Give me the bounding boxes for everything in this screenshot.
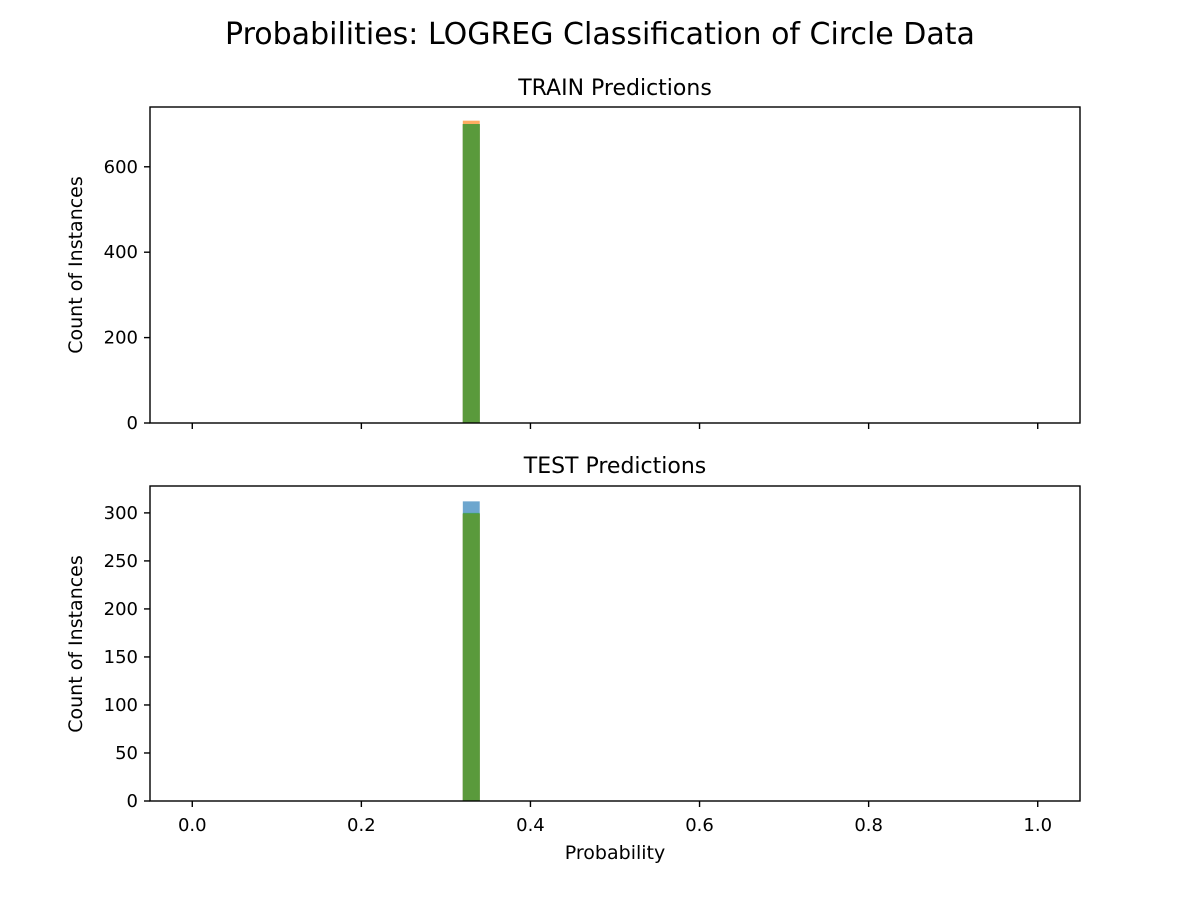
test-axes-title: TEST Predictions [523,454,707,479]
train-ticks: 0 200 400 600 [104,157,1039,434]
train-y-tick-label: 600 [104,157,138,178]
test-ticks: 0.0 0.2 0.4 0.6 0.8 1.0 0 50 100 150 200 250 300 [104,503,1052,836]
test-y-tick-label: 250 [104,551,138,572]
test-y-tick-label: 100 [104,695,138,716]
test-x-tick-label: 0.8 [854,815,883,836]
train-plot-frame [149,106,1081,424]
train-bars [462,120,480,424]
train-y-axis-label: Count of Instances [65,176,87,354]
test-y-axis-label: Count of Instances [65,555,87,733]
test-x-tick-label: 0.4 [516,815,545,836]
test-y-tick-label: 0 [127,791,138,812]
test-y-tick-label: 200 [104,599,138,620]
test-x-axis-label: Probability [565,842,665,864]
test-bar-overlap [462,513,480,801]
figure-title: Probabilities: LOGREG Classification of … [225,17,975,52]
train-y-tick-label: 400 [104,242,138,263]
test-x-tick-label: 0.0 [178,815,207,836]
test-x-tick-label: 1.0 [1023,815,1052,836]
train-bar-overlap [462,124,480,423]
test-y-tick-label: 50 [115,743,138,764]
test-axes: TEST Predictions Count of Instances Prob… [65,454,1081,864]
test-y-tick-label: 150 [104,647,138,668]
train-axes-title: TRAIN Predictions [517,76,712,101]
test-y-tick-label: 300 [104,503,138,524]
test-x-tick-label: 0.6 [685,815,714,836]
train-y-tick-label: 0 [127,413,138,434]
train-y-tick-label: 200 [104,328,138,349]
test-x-tick-label: 0.2 [347,815,376,836]
train-axes: TRAIN Predictions Count of Instances 0 20… [65,76,1081,434]
test-bars [462,501,480,801]
test-plot-frame [149,485,1081,802]
